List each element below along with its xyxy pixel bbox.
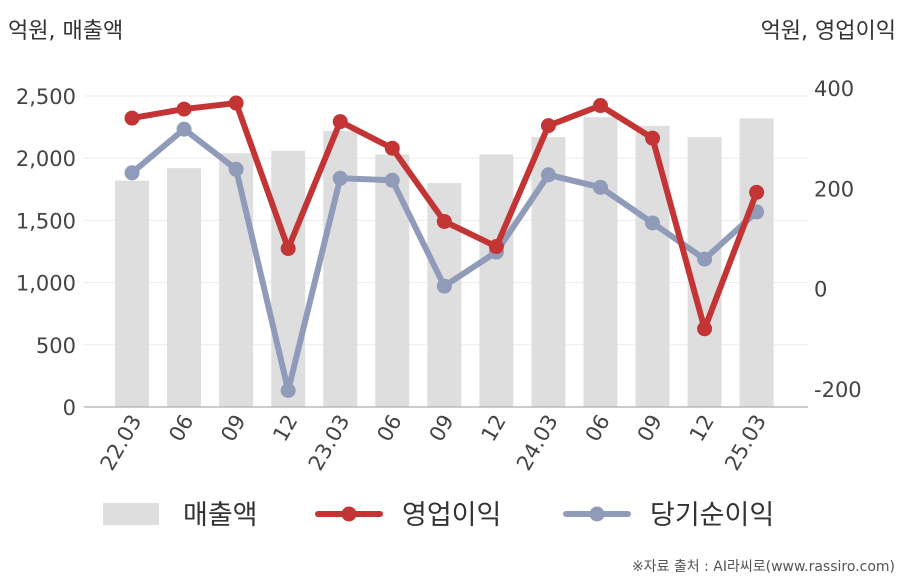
x-tick-label-0: 22.03: [96, 411, 147, 475]
x-tick-label-10: 09: [633, 411, 667, 446]
revenue-bar-22.03: [115, 180, 150, 407]
left-axis-unit-label: 억원, 매출액: [8, 19, 123, 44]
right-axis-unit-label: 억원, 영업이익: [761, 19, 896, 44]
revenue-bar-09: [635, 125, 670, 407]
operating-profit-point-4: [332, 114, 348, 130]
right-axis-ticks: -200 0 200 400: [814, 77, 862, 402]
left-tick-label-4: 2,000: [16, 147, 76, 171]
net-income-point-6: [436, 278, 452, 294]
right-tick-label-3: 400: [814, 77, 854, 101]
x-tick-label-12: 25.03: [720, 411, 771, 475]
net-income-point-1: [176, 121, 192, 137]
net-income-point-11: [697, 251, 713, 267]
operating-profit-point-0: [124, 110, 140, 126]
revenue-bar-06: [583, 117, 618, 407]
net-income-point-3: [280, 383, 296, 399]
x-axis-ticks: 22.03 06 09 12 23.03 06 09 12 24.03 06 09 12 25.03: [96, 411, 771, 475]
x-tick-label-5: 06: [372, 411, 406, 446]
right-tick-label-0: -200: [814, 378, 862, 402]
revenue-bar-06: [375, 154, 410, 407]
x-tick-label-3: 12: [268, 411, 302, 446]
right-tick-label-1: 0: [814, 278, 827, 302]
left-tick-label-0: 0: [63, 396, 76, 420]
revenue-bar-25.03: [739, 118, 774, 407]
operating-profit-point-6: [436, 213, 452, 229]
x-tick-label-8: 24.03: [512, 411, 563, 475]
x-tick-label-4: 23.03: [304, 411, 355, 475]
legend: 매출액 영업이익 당기순이익: [103, 500, 774, 531]
left-tick-label-1: 500: [36, 334, 76, 358]
x-tick-label-2: 09: [216, 411, 250, 446]
operating-profit-point-9: [592, 98, 608, 114]
legend-swatch-operating-profit-dot: [341, 506, 357, 522]
net-income-point-10: [645, 215, 661, 231]
operating-profit-point-5: [384, 140, 400, 156]
revenue-bar-12: [479, 154, 514, 407]
legend-label-operating-profit: 영업이익: [402, 500, 501, 531]
operating-profit-point-2: [228, 95, 244, 111]
operating-profit-point-8: [540, 118, 556, 134]
revenue-bars: [115, 117, 774, 407]
legend-label-net-income: 당기순이익: [650, 500, 774, 531]
source-credit: ※자료 출처 : AI라씨로(www.rassiro.com): [632, 559, 895, 575]
legend-swatch-net-income-dot: [589, 506, 605, 522]
x-tick-label-9: 06: [581, 411, 615, 446]
x-tick-label-1: 06: [164, 411, 198, 446]
net-income-point-4: [332, 170, 348, 186]
line-series: [124, 95, 765, 399]
operating-profit-point-12: [749, 184, 765, 200]
left-tick-label-2: 1,000: [16, 272, 76, 296]
left-axis-ticks: 0 500 1,000 1,500 2,000 2,500: [16, 85, 76, 420]
operating-profit-point-7: [488, 239, 504, 255]
legend-label-revenue: 매출액: [183, 500, 258, 531]
revenue-bar-12: [271, 150, 306, 407]
revenue-bar-12: [687, 137, 722, 407]
x-tick-label-7: 12: [477, 411, 511, 446]
revenue-bar-09: [219, 153, 254, 407]
x-tick-label-6: 09: [425, 411, 459, 446]
operating-profit-point-11: [697, 321, 713, 337]
operating-profit-point-3: [280, 241, 296, 257]
net-income-point-5: [384, 172, 400, 188]
operating-profit-point-10: [645, 130, 661, 146]
right-tick-label-2: 200: [814, 177, 854, 201]
x-tick-label-11: 12: [685, 411, 719, 446]
net-income-point-8: [540, 167, 556, 183]
net-income-point-2: [228, 161, 244, 177]
net-income-point-0: [124, 165, 140, 181]
left-tick-label-3: 1,500: [16, 209, 76, 233]
left-tick-label-5: 2,500: [16, 85, 76, 109]
operating-profit-point-1: [176, 101, 192, 117]
net-income-point-9: [592, 179, 608, 195]
legend-swatch-revenue: [103, 503, 159, 525]
revenue-bar-06: [167, 168, 202, 407]
